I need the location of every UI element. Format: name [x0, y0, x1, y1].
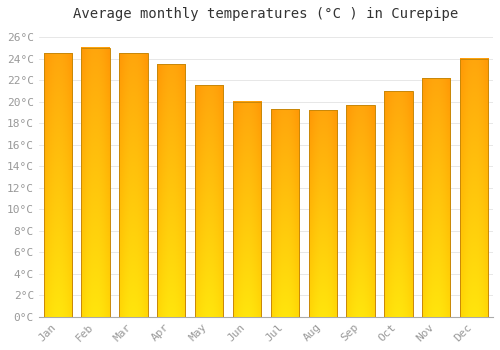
Bar	[384, 91, 412, 317]
Title: Average monthly temperatures (°C ) in Curepipe: Average monthly temperatures (°C ) in Cu…	[74, 7, 458, 21]
Bar	[308, 110, 337, 317]
Bar	[270, 109, 299, 317]
Bar	[460, 58, 488, 317]
Bar	[195, 85, 224, 317]
Bar	[82, 48, 110, 317]
Bar	[422, 78, 450, 317]
Bar	[233, 102, 261, 317]
Bar	[44, 53, 72, 317]
Bar	[346, 105, 375, 317]
Bar	[119, 53, 148, 317]
Bar	[157, 64, 186, 317]
